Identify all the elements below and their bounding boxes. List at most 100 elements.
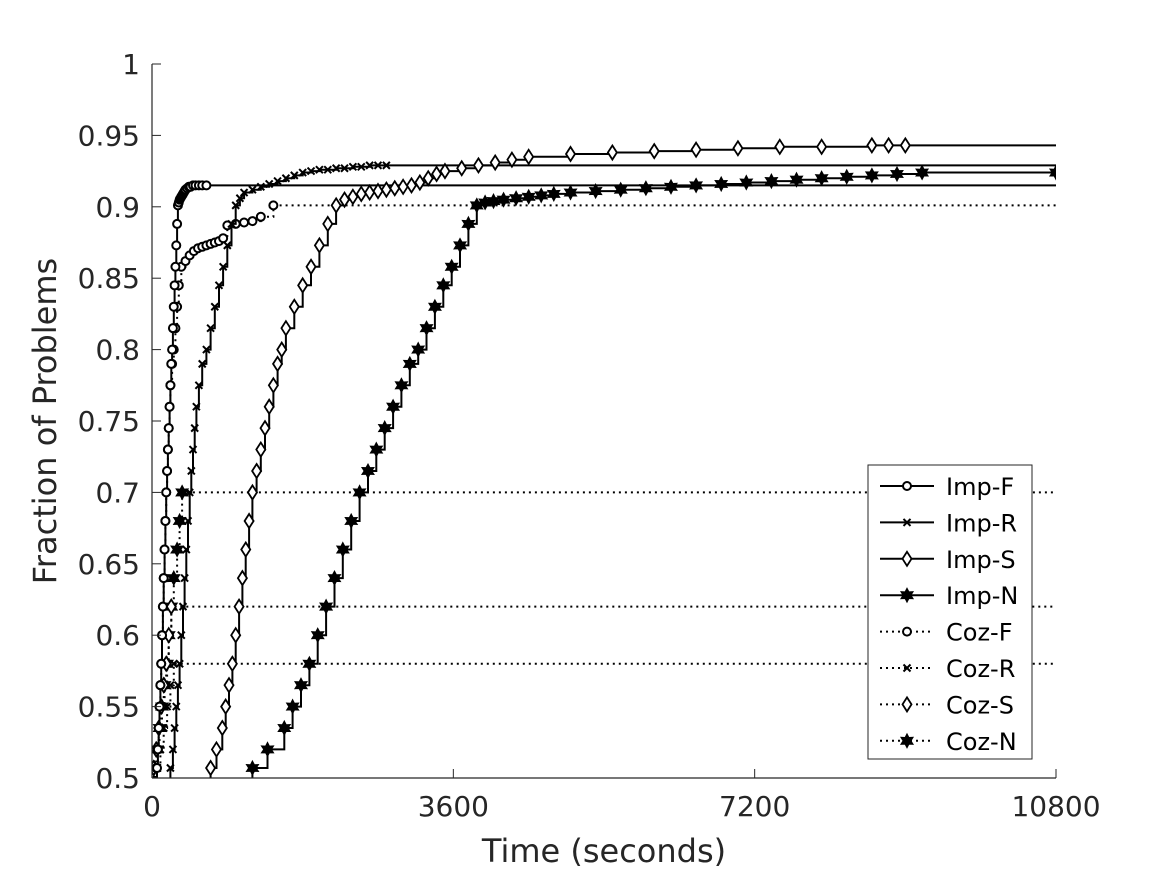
legend-marker bbox=[901, 550, 913, 568]
data-point-imp-r bbox=[239, 188, 249, 197]
legend-marker bbox=[902, 481, 912, 491]
data-point-imp-s bbox=[338, 190, 351, 209]
data-point-imp-f bbox=[152, 763, 163, 774]
data-point-imp-s bbox=[243, 512, 255, 530]
data-point-imp-r bbox=[235, 194, 245, 203]
data-point-imp-s bbox=[431, 165, 443, 183]
data-point-coz-r bbox=[166, 680, 175, 690]
data-point-imp-r bbox=[281, 174, 291, 183]
legend-label: Imp-F bbox=[946, 473, 1014, 501]
data-point-coz-f bbox=[247, 216, 258, 227]
data-point-imp-f bbox=[171, 240, 182, 251]
series-imp-f bbox=[152, 180, 1056, 778]
data-point-imp-n bbox=[689, 177, 704, 194]
data-point-imp-f bbox=[160, 515, 171, 526]
data-point-imp-r bbox=[192, 402, 201, 411]
data-point-imp-r bbox=[187, 466, 196, 476]
data-point-imp-s bbox=[883, 136, 895, 155]
x-tick-label: 7200 bbox=[719, 790, 790, 823]
data-point-imp-n bbox=[509, 190, 524, 207]
legend-label: Imp-S bbox=[946, 546, 1016, 574]
data-point-imp-f bbox=[159, 544, 170, 555]
data-point-imp-s bbox=[456, 159, 468, 177]
data-point-imp-r bbox=[202, 345, 211, 354]
data-point-imp-r bbox=[323, 165, 332, 174]
data-point-coz-f bbox=[268, 200, 279, 211]
legend-item-coz-s: Coz-S bbox=[880, 691, 1014, 719]
data-point-imp-s bbox=[422, 169, 434, 187]
data-point-imp-f bbox=[168, 301, 179, 312]
axes: 0 3600 7200 10800 0.5 0.55 0.6 0.65 0.7 0.75 0.8 0.… bbox=[78, 48, 1101, 823]
data-point-imp-n bbox=[285, 698, 300, 715]
legend-item-coz-n: Coz-N bbox=[880, 728, 1017, 756]
y-tick-label: 0.95 bbox=[78, 119, 140, 152]
data-point-imp-s bbox=[330, 196, 342, 215]
data-point-imp-n bbox=[534, 187, 549, 204]
y-tick-label: 1 bbox=[122, 48, 140, 81]
data-point-imp-s bbox=[347, 188, 359, 206]
data-point-imp-s bbox=[397, 178, 409, 196]
data-point-imp-r bbox=[190, 423, 199, 433]
data-point-coz-r bbox=[162, 702, 172, 711]
data-point-imp-r bbox=[223, 241, 232, 250]
data-point-imp-s bbox=[236, 569, 248, 587]
data-point-imp-n bbox=[563, 184, 578, 201]
y-tick-label: 0.8 bbox=[95, 334, 140, 367]
data-point-imp-r bbox=[306, 166, 316, 176]
data-point-imp-f bbox=[162, 465, 173, 476]
data-point-imp-s bbox=[251, 462, 263, 480]
data-point-imp-r bbox=[170, 723, 179, 733]
data-point-imp-s bbox=[255, 440, 267, 459]
data-point-coz-f bbox=[255, 211, 266, 222]
data-point-imp-n bbox=[521, 188, 536, 205]
data-point-imp-n bbox=[335, 541, 350, 558]
data-point-imp-s bbox=[263, 398, 275, 416]
data-point-imp-f bbox=[157, 601, 168, 612]
data-point-imp-s bbox=[816, 138, 828, 156]
data-point-coz-f bbox=[218, 233, 229, 244]
legend-label: Coz-N bbox=[946, 728, 1017, 756]
data-point-imp-s bbox=[439, 162, 451, 180]
data-point-imp-s bbox=[259, 419, 271, 437]
data-point-imp-s bbox=[606, 143, 618, 162]
data-point-imp-n bbox=[444, 258, 459, 275]
legend-marker bbox=[902, 626, 912, 637]
data-point-imp-r bbox=[194, 381, 204, 390]
x-tick-label: 10800 bbox=[1011, 790, 1100, 823]
legend-item-imp-n: Imp-N bbox=[880, 582, 1018, 610]
data-point-imp-r bbox=[177, 630, 186, 640]
data-point-imp-s bbox=[216, 719, 228, 737]
data-point-imp-s bbox=[322, 215, 334, 233]
data-point-imp-r bbox=[168, 745, 178, 754]
x-tick-label: 0 bbox=[143, 790, 161, 823]
data-point-imp-r bbox=[188, 445, 198, 454]
data-point-imp-n bbox=[1048, 164, 1056, 181]
data-point-imp-n bbox=[739, 174, 754, 191]
data-point-imp-n bbox=[260, 741, 275, 758]
data-point-imp-n bbox=[613, 181, 628, 198]
data-point-imp-n bbox=[386, 398, 401, 415]
data-point-imp-n bbox=[638, 180, 653, 197]
data-point-imp-s bbox=[271, 355, 284, 373]
data-point-imp-n bbox=[588, 183, 603, 200]
data-point-imp-f bbox=[166, 358, 177, 369]
legend-item-imp-s: Imp-S bbox=[880, 546, 1016, 574]
data-point-imp-r bbox=[273, 176, 282, 186]
data-point-imp-r bbox=[227, 219, 236, 229]
data-point-imp-s bbox=[523, 148, 535, 166]
data-point-imp-f bbox=[156, 658, 167, 669]
data-point-imp-s bbox=[230, 626, 242, 644]
data-point-imp-s bbox=[405, 176, 418, 195]
series-imp-s bbox=[205, 136, 1056, 778]
legend-marker bbox=[899, 587, 915, 604]
data-point-imp-s bbox=[280, 319, 292, 337]
data-point-imp-f bbox=[161, 487, 172, 498]
data-point-imp-s bbox=[899, 136, 911, 155]
data-point-imp-s bbox=[364, 183, 376, 202]
legend-label: Imp-R bbox=[946, 509, 1017, 537]
data-point-imp-n bbox=[277, 719, 292, 737]
data-point-imp-f bbox=[201, 180, 212, 191]
data-point-imp-s bbox=[355, 185, 367, 203]
y-tick-label: 0.55 bbox=[78, 691, 140, 724]
